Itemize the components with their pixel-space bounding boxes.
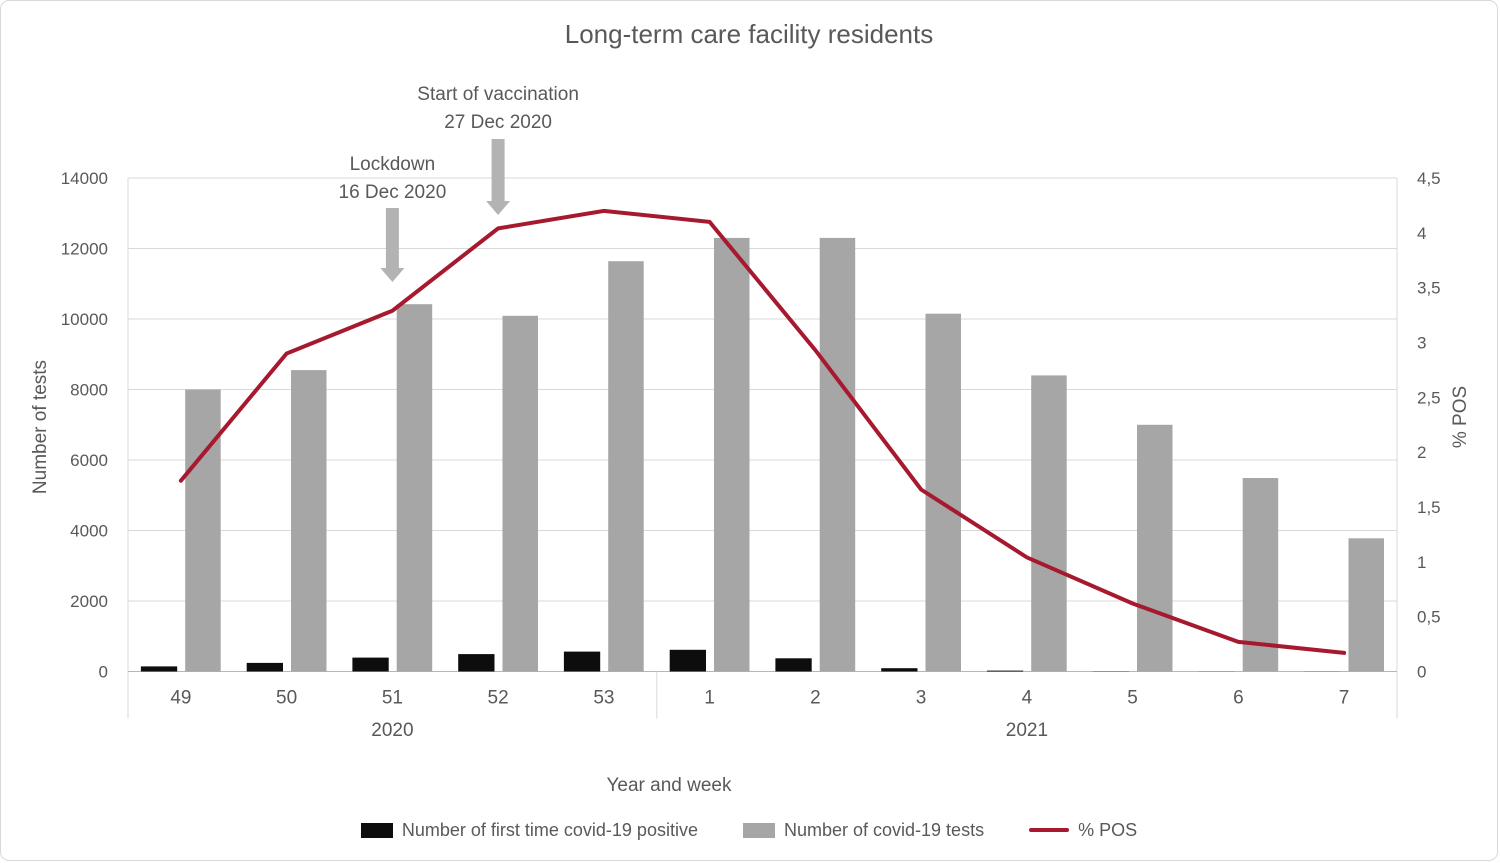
svg-text:2: 2 [810, 688, 821, 709]
svg-text:53: 53 [593, 688, 614, 709]
svg-text:0,5: 0,5 [1417, 608, 1441, 627]
svg-text:4: 4 [1417, 224, 1426, 243]
svg-text:2021: 2021 [1006, 720, 1048, 741]
svg-text:0: 0 [99, 663, 108, 682]
svg-text:5: 5 [1127, 688, 1138, 709]
svg-text:52: 52 [488, 688, 509, 709]
svg-text:Lockdown: Lockdown [350, 154, 436, 175]
svg-text:14000: 14000 [61, 169, 108, 188]
svg-text:1: 1 [1417, 553, 1426, 572]
svg-text:2000: 2000 [70, 592, 108, 611]
svg-text:16 Dec 2020: 16 Dec 2020 [339, 182, 447, 203]
svg-text:0: 0 [1417, 663, 1426, 682]
svg-text:1: 1 [704, 688, 715, 709]
svg-text:1,5: 1,5 [1417, 498, 1441, 517]
svg-text:4,5: 4,5 [1417, 169, 1441, 188]
svg-text:4: 4 [1022, 688, 1033, 709]
svg-text:2020: 2020 [371, 720, 413, 741]
svg-text:2: 2 [1417, 443, 1426, 462]
svg-text:12000: 12000 [61, 240, 108, 259]
svg-text:Year and week: Year and week [606, 775, 732, 796]
svg-text:8000: 8000 [70, 381, 108, 400]
svg-text:49: 49 [170, 688, 191, 709]
svg-text:4000: 4000 [70, 522, 108, 541]
svg-text:2,5: 2,5 [1417, 388, 1441, 407]
svg-text:50: 50 [276, 688, 297, 709]
svg-text:Start of vaccination: Start of vaccination [417, 84, 579, 105]
svg-text:6000: 6000 [70, 451, 108, 470]
svg-text:3: 3 [916, 688, 927, 709]
svg-text:51: 51 [382, 688, 403, 709]
svg-text:3: 3 [1417, 334, 1426, 353]
svg-text:3,5: 3,5 [1417, 279, 1441, 298]
svg-text:27 Dec 2020: 27 Dec 2020 [444, 112, 552, 133]
svg-text:10000: 10000 [61, 310, 108, 329]
svg-text:6: 6 [1233, 688, 1244, 709]
svg-text:7: 7 [1339, 688, 1350, 709]
